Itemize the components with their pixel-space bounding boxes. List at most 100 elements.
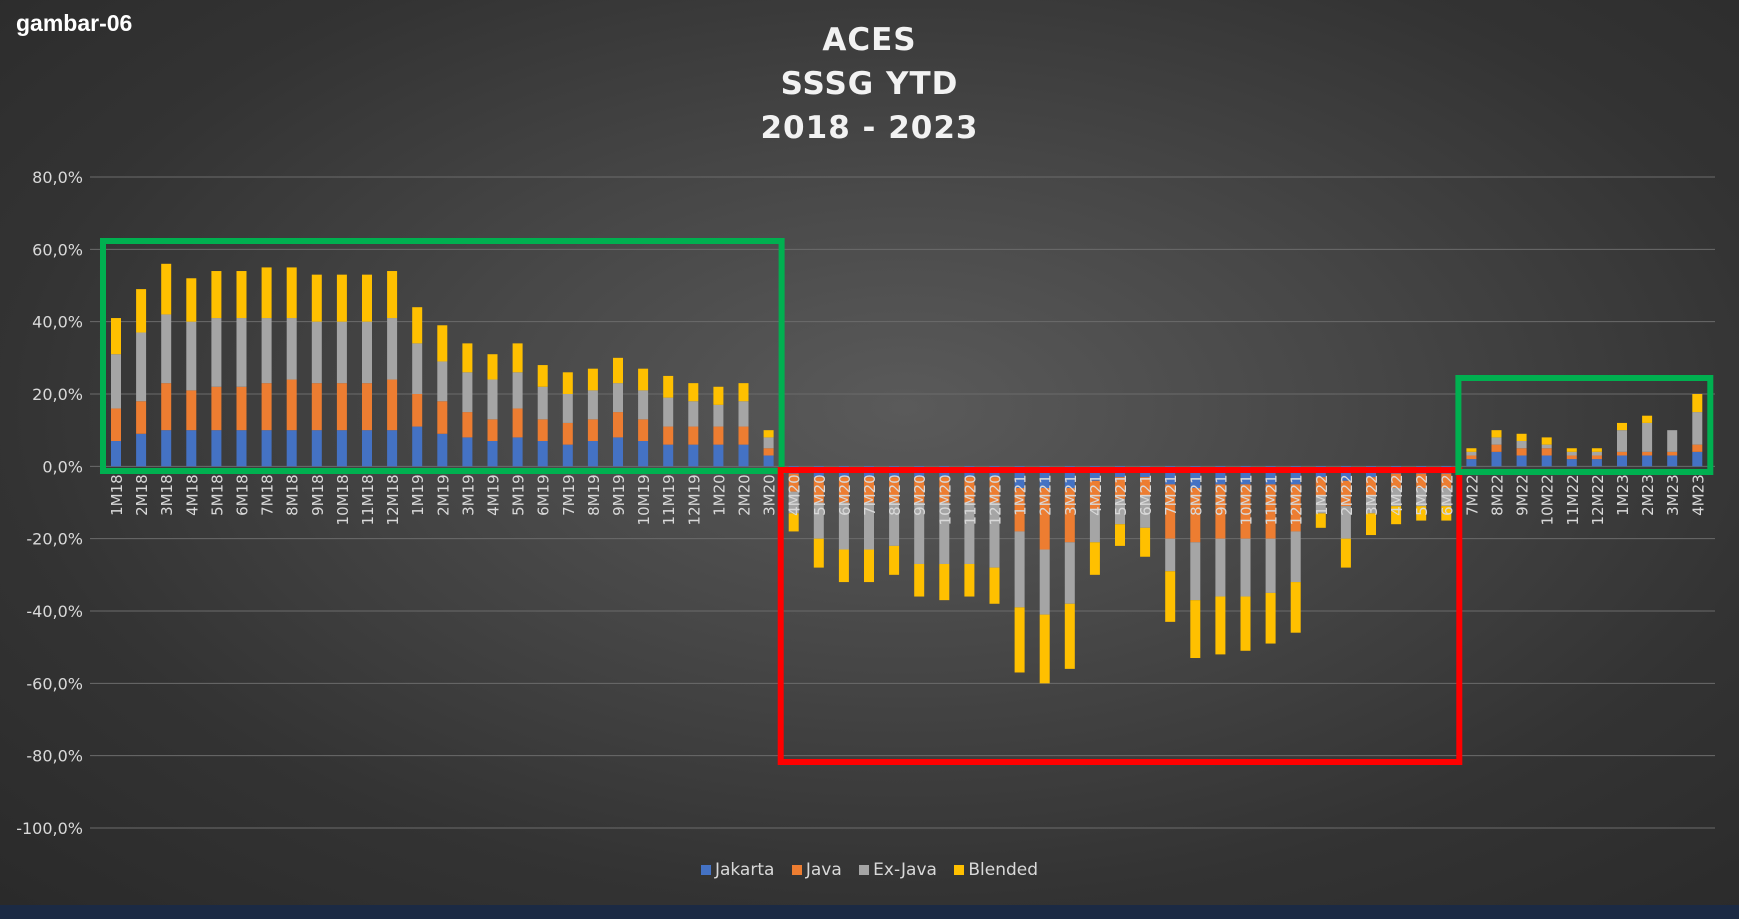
- bar-segment: [462, 437, 473, 467]
- bar-segment: [512, 408, 523, 438]
- bar-segment: [1441, 506, 1452, 521]
- legend-item-jakarta: Jakarta: [700, 860, 774, 880]
- bar-segment: [1265, 484, 1276, 539]
- bar-segment: [412, 343, 423, 394]
- x-tick-label: 1M21: [1012, 474, 1030, 516]
- bar-segment: [1014, 466, 1025, 489]
- highlight-box: [777, 467, 1463, 765]
- bar-segment: [211, 271, 222, 319]
- x-tick-label: 4M23: [1689, 474, 1707, 516]
- bar-segment: [1240, 596, 1251, 651]
- bar-segment: [1014, 531, 1025, 608]
- bar-segment: [186, 321, 197, 391]
- bar-segment: [1039, 614, 1050, 684]
- bar-segment: [1115, 477, 1125, 499]
- bar-segment: [1366, 513, 1376, 536]
- bar-segment: [1089, 480, 1100, 510]
- x-tick-label: 7M20: [861, 474, 879, 516]
- bar-segment: [1366, 477, 1376, 496]
- bar-segment: [1215, 596, 1226, 655]
- x-tick-label: 5M19: [510, 474, 528, 516]
- bottom-strip: [0, 905, 1739, 919]
- bar-segment: [236, 271, 247, 319]
- bar-segment: [663, 397, 674, 427]
- bar-segment: [261, 383, 272, 431]
- bar-segment: [1642, 455, 1653, 467]
- bar-segment: [1416, 473, 1427, 489]
- bar-segment: [512, 437, 523, 467]
- bar-segment: [788, 491, 799, 514]
- x-tick-label: 2M18: [133, 474, 151, 516]
- bar-segment: [613, 357, 623, 384]
- x-tick-label: 5M20: [811, 474, 829, 516]
- bar-segment: [1215, 466, 1226, 485]
- bar-segment: [688, 383, 699, 402]
- bar-segment: [1340, 480, 1351, 507]
- x-tick-label: 6M21: [1137, 474, 1155, 516]
- bar-segment: [1064, 466, 1075, 489]
- x-tick-label: 2M23: [1639, 474, 1657, 516]
- x-tick-label: 5M21: [1112, 474, 1130, 516]
- bar-segment: [1516, 448, 1527, 456]
- chart-legend: Jakarta Java Ex-Java Blended: [0, 860, 1739, 880]
- x-tick-label: 11M19: [660, 474, 678, 525]
- bar-segment: [939, 502, 950, 564]
- bar-segment: [161, 383, 172, 431]
- bar-segment: [311, 430, 322, 467]
- bar-segment: [838, 549, 849, 583]
- bar-segment: [1516, 433, 1527, 442]
- bar-segment: [1240, 466, 1251, 485]
- bar-segment: [211, 430, 222, 467]
- bar-segment: [136, 433, 147, 467]
- bar-segment: [1165, 466, 1176, 485]
- bar-segment: [638, 441, 649, 467]
- bar-segment: [1391, 506, 1402, 525]
- y-tick-label: 20,0%: [32, 385, 83, 404]
- bar-segment: [261, 267, 272, 319]
- bar-segment: [1089, 509, 1100, 543]
- bar-segment: [412, 426, 423, 467]
- legend-item-ex-java: Ex-Java: [859, 860, 937, 880]
- bar-segment: [688, 401, 699, 427]
- bar-segment: [813, 538, 824, 568]
- bar-segment: [864, 502, 874, 550]
- bar-segment: [1064, 542, 1075, 604]
- bar-segment: [1566, 448, 1577, 452]
- bar-segment: [763, 448, 774, 456]
- bar-segment: [1642, 415, 1653, 423]
- bar-segment: [512, 343, 523, 373]
- x-tick-label: 11M22: [1564, 474, 1582, 525]
- bar-segment: [1165, 484, 1176, 539]
- bar-segment: [362, 430, 372, 467]
- x-tick-label: 2M19: [434, 474, 452, 516]
- bar-segment: [1014, 607, 1025, 673]
- bar-segment: [1215, 538, 1226, 597]
- legend-swatch-java: [791, 865, 802, 875]
- bar-segment: [1466, 451, 1477, 456]
- x-tick-label: 3M19: [459, 474, 477, 516]
- bar-segment: [1315, 495, 1326, 514]
- x-tick-label: 7M22: [1463, 474, 1481, 516]
- bar-segment: [111, 318, 121, 355]
- bar-segment: [362, 274, 372, 322]
- bar-segment: [989, 477, 1000, 503]
- x-tick-label: 6M18: [234, 474, 252, 516]
- legend-label-blended: Blended: [968, 860, 1039, 880]
- bar-segment: [1140, 477, 1151, 496]
- bar-segment: [286, 430, 297, 467]
- x-tick-label: 10M19: [635, 474, 653, 525]
- y-tick-label: 0,0%: [42, 457, 83, 476]
- bar-segment: [1240, 484, 1251, 539]
- x-tick-label: 3M23: [1664, 474, 1682, 516]
- bar-segment: [1416, 506, 1427, 521]
- legend-label-java: Java: [805, 860, 842, 880]
- bar-segment: [713, 404, 724, 427]
- bar-segment: [311, 321, 322, 384]
- bar-segment: [1265, 466, 1276, 485]
- bar-segment: [763, 430, 774, 438]
- bar-segment: [738, 383, 749, 402]
- bar-segment: [713, 386, 724, 405]
- bar-segment: [136, 401, 147, 434]
- bar-segment: [1541, 444, 1552, 449]
- bar-segment: [362, 383, 372, 431]
